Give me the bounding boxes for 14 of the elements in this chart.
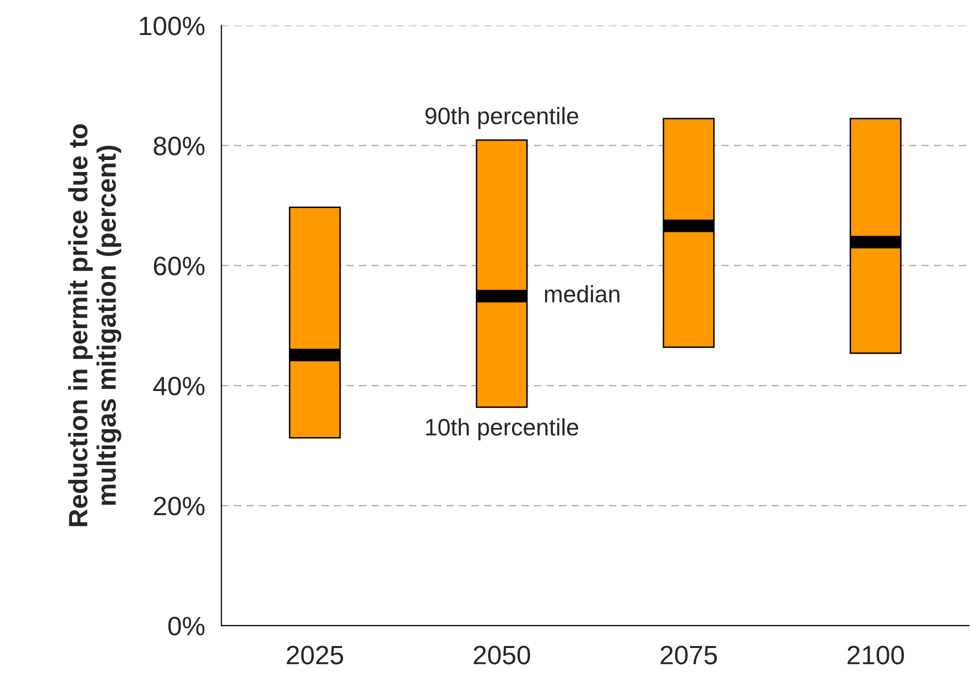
y-tick-label: 100%: [140, 16, 204, 36]
y-axis-title: Reduction in permit price due to multigas mitigation (percent): [68, 124, 122, 526]
y-tick-label: 20%: [154, 496, 204, 516]
annotation: median: [545, 285, 620, 302]
x-tick-label: 2075: [660, 646, 717, 664]
y-tick-label: 40%: [153, 376, 204, 396]
x-tick-label: 2050: [474, 646, 530, 664]
x-tick-label: 2025: [286, 646, 344, 664]
annotation: 10th percentile: [426, 418, 578, 440]
annotation: 90th percentile: [425, 106, 578, 130]
y-tick-label: 60%: [154, 256, 204, 276]
x-tick-label: 2100: [848, 646, 904, 664]
y-tick-label: 0%: [168, 616, 204, 636]
y-tick-label: 80%: [154, 136, 204, 156]
